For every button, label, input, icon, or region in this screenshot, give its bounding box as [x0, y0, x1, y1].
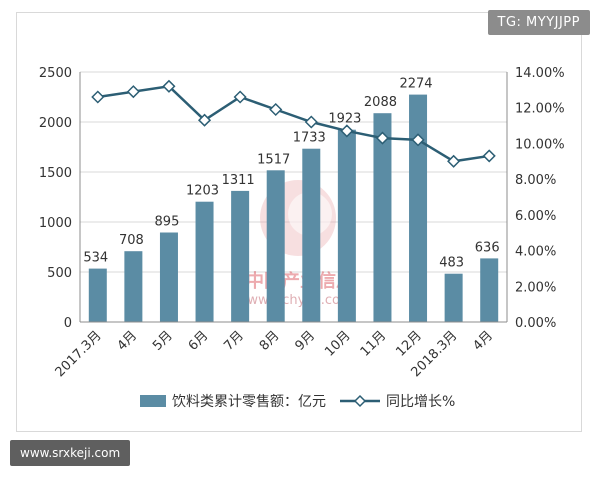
- line-marker: [126, 85, 140, 99]
- legend-line-label: 同比增长%: [386, 394, 455, 410]
- legend-bar-swatch: [140, 395, 166, 407]
- x-tick-label: 4月: [115, 328, 141, 354]
- legend: 饮料类累计零售额：亿元 同比增长%: [140, 394, 455, 410]
- x-tick-label: 12月: [393, 328, 424, 359]
- x-tick-label: 5月: [150, 328, 176, 354]
- y-tick-label: 1500: [39, 166, 72, 181]
- bar: [480, 258, 499, 322]
- bar-value-label: 1203: [186, 184, 219, 199]
- line-marker: [482, 149, 496, 163]
- x-tick-label: 11月: [358, 328, 389, 359]
- bar-value-label: 2274: [399, 77, 432, 92]
- bar-value-label: 708: [119, 233, 144, 248]
- y-tick-label: 500: [47, 266, 72, 281]
- bar-value-label: 1923: [328, 112, 361, 127]
- line-marker: [375, 131, 390, 145]
- y2-tick-label: 0.00%: [515, 316, 556, 331]
- legend-line-marker: [353, 394, 367, 408]
- x-tick-label: 7月: [221, 328, 247, 354]
- bar: [231, 190, 250, 322]
- x-tick-label: 2017.3月: [53, 328, 105, 380]
- line-series: [91, 79, 496, 168]
- y-tick-label: 0: [64, 316, 72, 331]
- y2-tick-label: 10.00%: [515, 137, 565, 152]
- y2-tick-label: 12.00%: [515, 102, 565, 117]
- center-watermark: 中国产业信息 www.chyxx.com: [246, 180, 354, 308]
- bar: [195, 201, 214, 322]
- y2-tick-label: 8.00%: [515, 173, 556, 188]
- line-marker: [411, 133, 425, 147]
- bar-value-label: 2088: [364, 95, 397, 110]
- bar: [373, 113, 392, 322]
- bar-value-label: 534: [83, 251, 108, 266]
- bar: [266, 170, 285, 322]
- line-marker: [197, 113, 212, 127]
- y2-tick-label: 14.00%: [515, 66, 565, 81]
- y2-tick-label: 4.00%: [515, 245, 556, 260]
- x-tick-label: 8月: [257, 328, 283, 354]
- watermark-tag-top: TG: MYYJJPP: [487, 10, 590, 35]
- line-marker: [233, 90, 247, 104]
- line-marker: [304, 115, 318, 129]
- watermark-tag-bottom: www.srxkeji.com: [10, 440, 131, 466]
- bar-value-label: 1311: [222, 173, 255, 188]
- bar-value-label: 636: [475, 240, 500, 255]
- watermark-url: www.chyxx.com: [247, 293, 352, 308]
- watermark-cn: 中国产业信息: [246, 270, 354, 292]
- bar: [159, 232, 178, 322]
- x-tick-label: 4月: [470, 328, 496, 354]
- bar: [302, 148, 321, 322]
- line-marker: [269, 102, 283, 117]
- y-tick-label: 2000: [39, 116, 72, 131]
- line-marker: [162, 79, 176, 93]
- bar-value-label: 895: [155, 215, 180, 230]
- x-tick-label: 6月: [186, 328, 212, 354]
- growth-line: [97, 84, 490, 163]
- bar: [444, 273, 463, 322]
- bar-value-label: 1517: [257, 152, 290, 167]
- y-tick-label: 1000: [39, 216, 72, 231]
- line-marker: [91, 90, 105, 104]
- bar: [337, 129, 356, 322]
- bar-value-label: 483: [439, 256, 464, 271]
- bar: [124, 251, 143, 322]
- x-tick-label: 10月: [322, 328, 353, 359]
- bar: [409, 94, 428, 322]
- bar-value-label: 1733: [293, 131, 326, 146]
- y2-tick-label: 2.00%: [515, 280, 556, 295]
- y2-tick-label: 6.00%: [515, 209, 556, 224]
- line-marker: [340, 124, 354, 138]
- bar: [88, 268, 107, 322]
- x-tick-label: 9月: [292, 328, 318, 354]
- y-tick-label: 2500: [39, 66, 72, 81]
- legend-bar-label: 饮料类累计零售额：亿元: [172, 394, 326, 410]
- line-marker: [447, 154, 461, 168]
